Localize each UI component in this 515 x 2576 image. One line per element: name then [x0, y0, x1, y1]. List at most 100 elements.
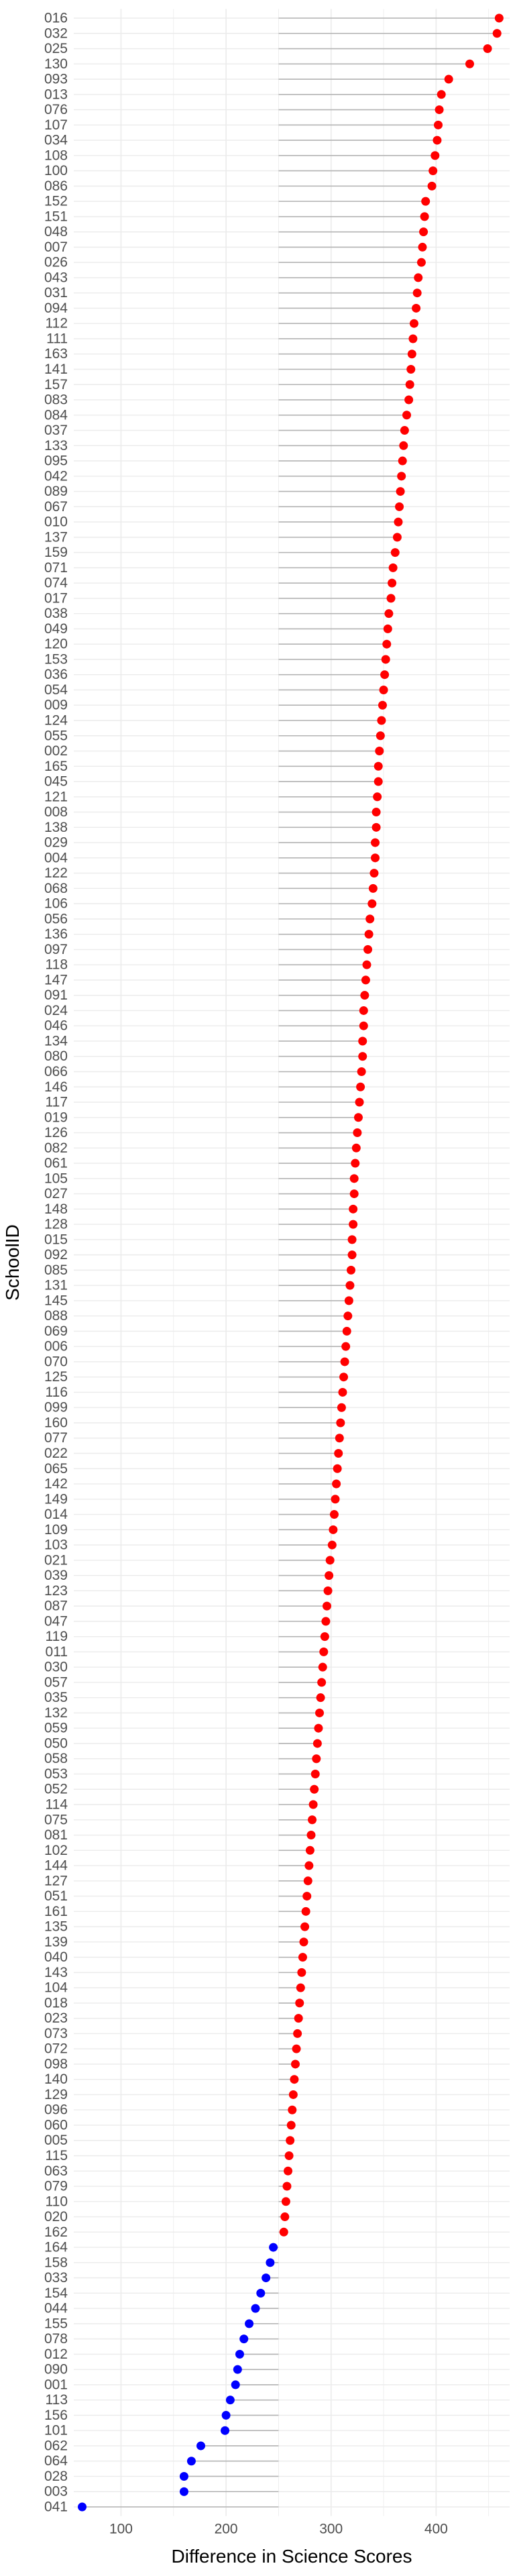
y-tick-120: 120 [44, 637, 68, 652]
point-151 [420, 212, 429, 221]
y-tick-154: 154 [44, 2286, 68, 2301]
point-097 [363, 945, 373, 954]
y-tick-018: 018 [44, 1995, 68, 2010]
y-tick-073: 073 [44, 2026, 68, 2041]
point-033 [262, 2273, 271, 2283]
point-011 [319, 1647, 329, 1656]
point-063 [284, 2166, 293, 2176]
point-114 [308, 1800, 318, 1809]
y-tick-011: 011 [46, 1644, 68, 1660]
point-092 [347, 1250, 357, 1260]
point-027 [349, 1189, 359, 1199]
point-147 [361, 975, 370, 985]
y-tick-042: 042 [44, 468, 68, 484]
point-054 [379, 685, 388, 694]
y-tick-123: 123 [44, 1583, 68, 1599]
point-144 [304, 1861, 314, 1870]
y-tick-082: 082 [44, 1140, 68, 1156]
y-tick-138: 138 [44, 820, 68, 835]
point-040 [298, 1953, 307, 1962]
point-084 [402, 411, 412, 420]
point-123 [323, 1586, 333, 1595]
y-tick-101: 101 [44, 2423, 68, 2438]
y-tick-114: 114 [46, 1797, 68, 1813]
point-125 [339, 1373, 349, 1382]
y-tick-155: 155 [44, 2316, 68, 2331]
y-tick-032: 032 [44, 25, 68, 41]
y-tick-056: 056 [44, 911, 68, 926]
y-tick-157: 157 [44, 377, 68, 392]
y-tick-125: 125 [44, 1369, 68, 1385]
y-tick-007: 007 [44, 239, 68, 255]
point-115 [284, 2151, 294, 2161]
point-154 [256, 2288, 266, 2298]
y-tick-152: 152 [44, 194, 68, 209]
point-129 [288, 2090, 298, 2099]
y-tick-labels: 0160320251300930130761070341081000861521… [44, 11, 68, 2515]
point-107 [433, 120, 443, 129]
point-021 [325, 1556, 335, 1565]
point-067 [395, 502, 404, 511]
y-tick-063: 063 [44, 2163, 68, 2179]
y-tick-121: 121 [44, 789, 68, 804]
y-tick-117: 117 [46, 1095, 68, 1110]
y-tick-164: 164 [44, 2240, 68, 2255]
point-130 [465, 59, 474, 68]
point-085 [346, 1265, 355, 1275]
point-041 [78, 2502, 87, 2512]
y-tick-030: 030 [44, 1660, 68, 1675]
point-090 [233, 2365, 242, 2374]
point-055 [376, 731, 385, 741]
point-158 [266, 2258, 275, 2267]
y-tick-052: 052 [44, 1782, 68, 1797]
y-tick-149: 149 [44, 1491, 68, 1507]
y-tick-001: 001 [44, 2377, 68, 2392]
y-tick-005: 005 [44, 2133, 68, 2148]
y-tick-153: 153 [44, 651, 68, 667]
point-157 [405, 380, 414, 389]
y-tick-069: 069 [44, 1324, 68, 1339]
y-tick-089: 089 [44, 484, 68, 499]
point-045 [374, 777, 383, 786]
point-106 [367, 899, 377, 908]
point-080 [358, 1052, 367, 1061]
y-tick-094: 094 [44, 301, 68, 316]
point-044 [251, 2304, 260, 2313]
y-tick-107: 107 [44, 117, 68, 133]
y-tick-046: 046 [44, 1018, 68, 1034]
point-064 [186, 2457, 196, 2466]
y-tick-067: 067 [44, 499, 68, 515]
point-079 [282, 2182, 292, 2191]
point-117 [355, 1097, 364, 1107]
point-039 [325, 1571, 334, 1580]
point-086 [427, 181, 437, 191]
point-103 [327, 1540, 337, 1550]
point-065 [333, 1464, 342, 1473]
y-tick-104: 104 [44, 1980, 68, 1996]
point-024 [359, 1006, 368, 1015]
point-059 [314, 1723, 323, 1733]
point-006 [341, 1342, 351, 1351]
y-tick-122: 122 [44, 865, 68, 881]
y-tick-161: 161 [44, 1904, 68, 1919]
y-tick-086: 086 [44, 178, 68, 194]
point-113 [225, 2396, 235, 2405]
y-tick-093: 093 [44, 72, 68, 87]
y-tick-062: 062 [44, 2438, 68, 2453]
point-042 [397, 472, 406, 481]
point-116 [338, 1387, 347, 1397]
y-tick-066: 066 [44, 1064, 68, 1079]
point-164 [269, 2243, 278, 2252]
point-127 [303, 1876, 312, 1886]
point-124 [377, 716, 386, 725]
point-138 [371, 822, 381, 832]
point-128 [349, 1220, 358, 1229]
point-002 [375, 747, 384, 756]
point-139 [299, 1937, 308, 1947]
point-131 [345, 1281, 355, 1290]
point-119 [320, 1632, 329, 1642]
point-069 [342, 1326, 351, 1336]
point-165 [374, 761, 383, 771]
